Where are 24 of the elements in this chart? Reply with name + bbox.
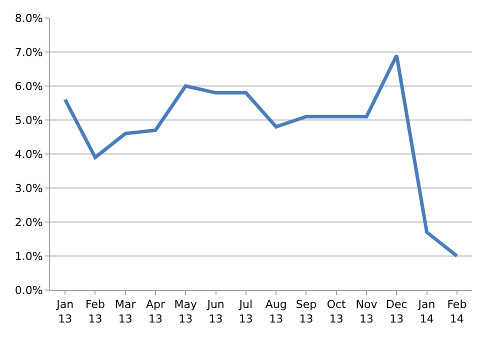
line-series — [63, 54, 459, 258]
x-tick-label: Jun 13 — [206, 298, 224, 326]
y-tick-label: 1.0% — [14, 250, 43, 263]
x-tick-label: Mar 13 — [114, 298, 136, 326]
y-tick-label: 5.0% — [14, 114, 43, 127]
y-tick-label: 6.0% — [14, 80, 43, 93]
y-tick-label: 2.0% — [14, 216, 43, 229]
x-tick-label: Feb 13 — [85, 298, 105, 326]
x-tick-label: Jan 13 — [56, 298, 74, 326]
x-tick-label: Apr 13 — [146, 298, 166, 326]
y-tick-label: 4.0% — [14, 148, 43, 161]
x-tick-label: Dec 13 — [386, 298, 408, 326]
x-tick-label: Jul 13 — [238, 298, 253, 326]
x-tick-label: Nov 13 — [356, 298, 378, 326]
x-tick-label: Sep 13 — [296, 298, 317, 326]
x-tick-label: May 13 — [174, 298, 198, 326]
x-tick-label: Feb 14 — [447, 298, 467, 326]
y-tick-label: 3.0% — [14, 182, 43, 195]
y-tick-label: 8.0% — [14, 12, 43, 25]
x-tick-label: Aug 13 — [265, 298, 287, 326]
x-tick-label: Jan 14 — [417, 298, 436, 326]
y-tick-label: 7.0% — [14, 46, 43, 59]
x-tick-label: Oct 13 — [326, 298, 347, 326]
y-tick-label: 0.0% — [14, 284, 43, 297]
